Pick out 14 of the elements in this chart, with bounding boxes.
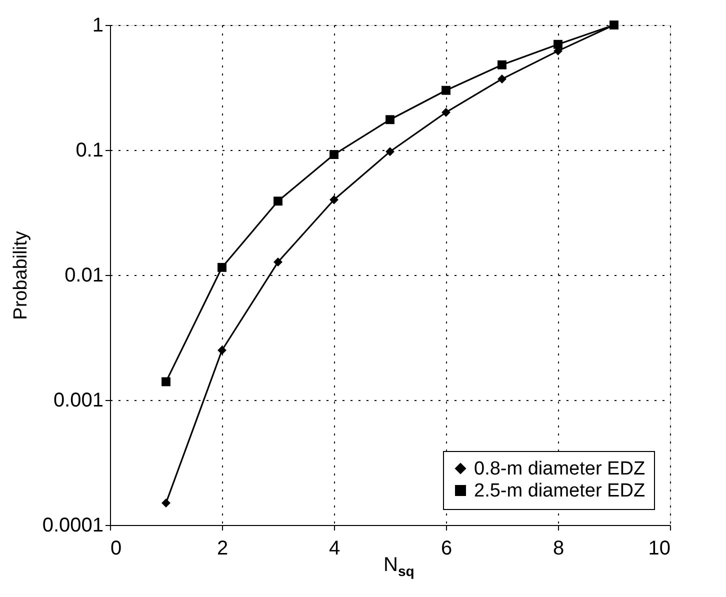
legend-label: 2.5-m diameter EDZ (474, 480, 646, 502)
x-tick-label: 6 (440, 538, 452, 560)
x-tick-label: 4 (328, 538, 340, 560)
x-tick-label: 8 (552, 538, 564, 560)
x-tick-label: 2 (216, 538, 228, 560)
y-tick-label: 0.001 (53, 390, 104, 412)
legend-label: 0.8-m diameter EDZ (474, 458, 646, 480)
y-tick-label: 0.0001 (42, 514, 104, 536)
x-tick-label: 10 (648, 538, 670, 560)
y-tick-label: 0.1 (76, 140, 104, 162)
y-axis-title: Probability (10, 230, 32, 320)
y-tick-label: 0.01 (64, 264, 104, 286)
x-tick-label: 0 (110, 538, 122, 560)
y-tick-label: 1 (92, 14, 104, 36)
